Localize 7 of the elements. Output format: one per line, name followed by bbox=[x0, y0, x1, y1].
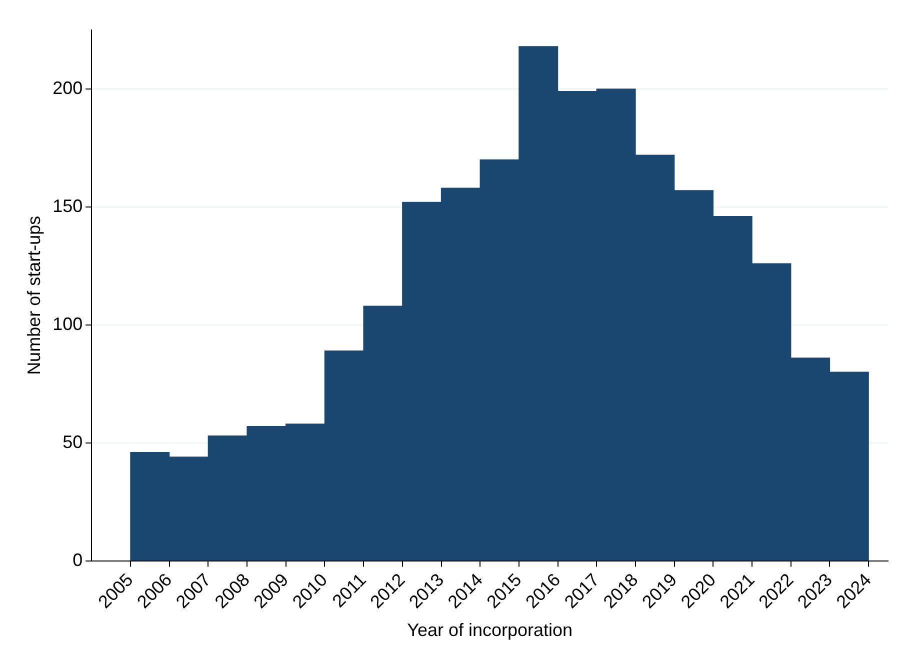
y-tick-label: 0 bbox=[72, 550, 83, 570]
y-tick-label: 100 bbox=[52, 314, 83, 334]
x-axis-title: Year of incorporation bbox=[407, 620, 573, 640]
y-tick-label: 50 bbox=[62, 432, 83, 452]
y-tick-label: 200 bbox=[52, 78, 83, 98]
y-tick-label: 150 bbox=[52, 196, 83, 216]
y-axis-title: Number of start-ups bbox=[24, 216, 44, 375]
